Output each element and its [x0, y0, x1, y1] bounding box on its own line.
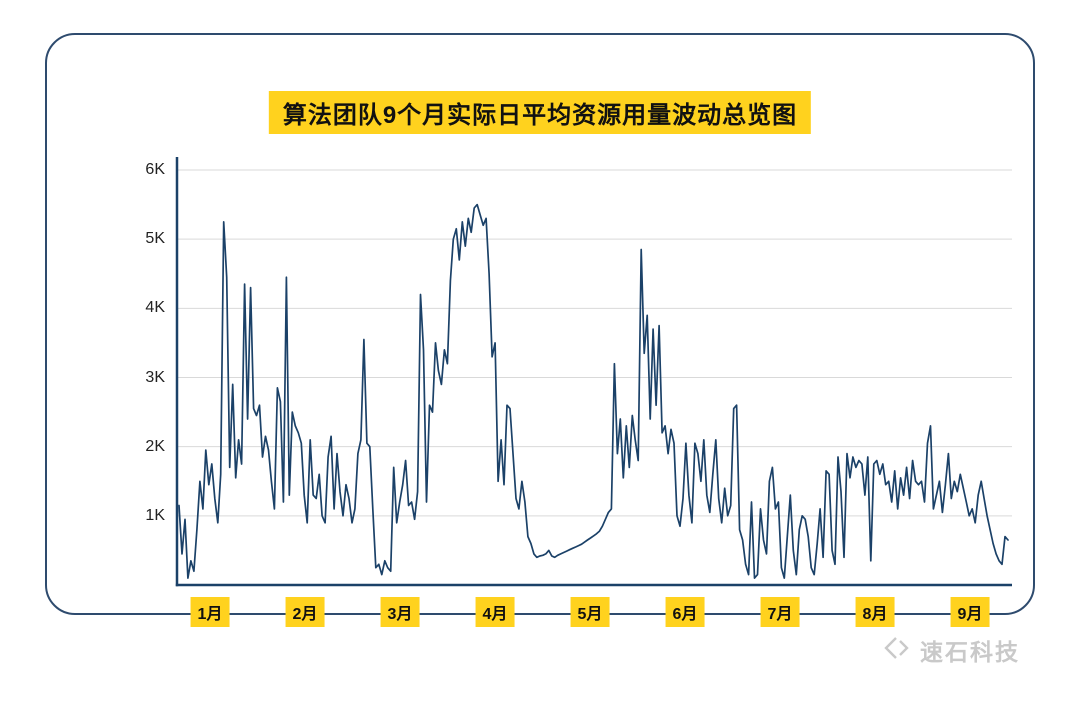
chart-title: 算法团队9个月实际日平均资源用量波动总览图	[268, 91, 812, 134]
y-tick-6k: 6K	[145, 161, 165, 178]
suishi-logo-icon	[884, 637, 909, 659]
x-tick-month-3: 3月	[380, 597, 420, 627]
x-tick-month-6: 6月	[665, 597, 705, 627]
y-tick-3k: 3K	[145, 369, 165, 386]
y-tick-2k: 2K	[145, 438, 165, 455]
usage-line-chart	[175, 157, 1012, 587]
x-tick-month-5: 5月	[570, 597, 610, 627]
y-tick-5k: 5K	[145, 230, 165, 247]
chart-card: 算法团队9个月实际日平均资源用量波动总览图 6K 5K 4K 3K 2K 1K …	[45, 33, 1035, 627]
x-tick-month-9: 9月	[950, 597, 990, 627]
x-tick-month-8: 8月	[855, 597, 895, 627]
usage-line	[178, 203, 1009, 579]
watermark: 速石科技	[883, 633, 1020, 667]
y-tick-4k: 4K	[145, 299, 165, 316]
y-tick-1k: 1K	[145, 507, 165, 524]
x-tick-month-2: 2月	[285, 597, 325, 627]
watermark-text: 速石科技	[920, 639, 1020, 665]
x-tick-month-1: 1月	[190, 597, 230, 627]
x-tick-month-4: 4月	[475, 597, 515, 627]
x-tick-month-7: 7月	[760, 597, 800, 627]
